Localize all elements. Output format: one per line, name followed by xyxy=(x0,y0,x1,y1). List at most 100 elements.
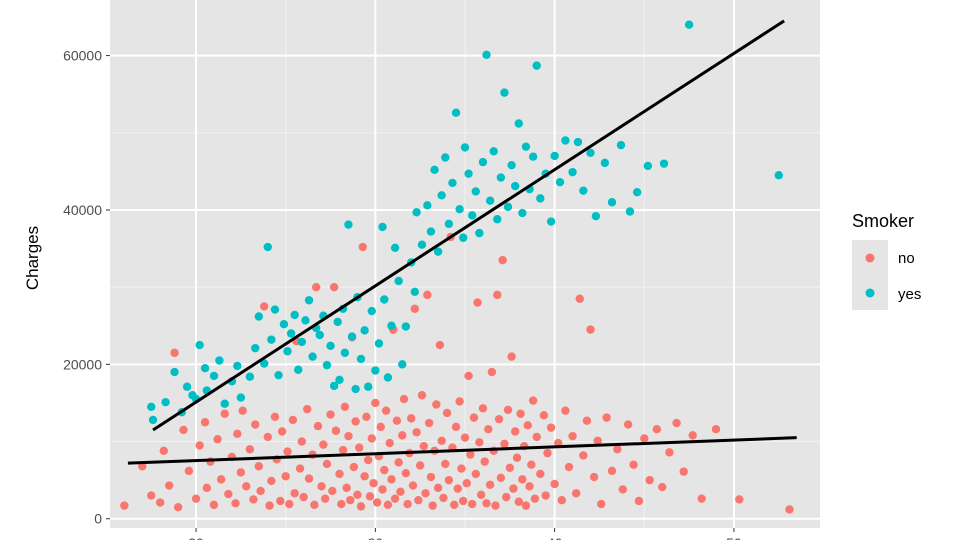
point-no xyxy=(265,501,274,510)
point-no xyxy=(444,475,454,485)
point-no xyxy=(613,445,622,454)
point-yes xyxy=(478,157,488,167)
point-no xyxy=(401,468,411,478)
point-no xyxy=(380,465,389,475)
point-no xyxy=(634,496,644,506)
point-no xyxy=(711,424,721,434)
point-no xyxy=(586,325,595,334)
point-no xyxy=(618,485,627,494)
point-yes xyxy=(511,181,520,191)
point-no xyxy=(338,445,348,455)
point-no xyxy=(457,464,466,473)
point-no xyxy=(645,475,654,485)
y-tick-label: 0 xyxy=(94,511,102,527)
point-no xyxy=(459,496,468,506)
point-no xyxy=(462,479,471,488)
point-no xyxy=(652,424,662,434)
legend-label-no: no xyxy=(898,250,915,267)
point-no xyxy=(629,460,638,469)
point-no xyxy=(147,491,156,500)
point-no xyxy=(539,411,549,420)
point-yes xyxy=(460,143,470,152)
point-no xyxy=(394,458,403,467)
point-yes xyxy=(335,375,344,384)
point-no xyxy=(417,391,427,400)
point-yes xyxy=(423,201,432,210)
point-yes xyxy=(410,287,419,296)
point-no xyxy=(502,492,511,502)
point-no xyxy=(432,400,441,409)
point-no xyxy=(503,405,513,415)
point-no xyxy=(478,404,488,413)
point-yes xyxy=(441,153,450,162)
legend-dot-no xyxy=(865,253,875,263)
point-no xyxy=(597,499,606,509)
point-yes xyxy=(417,240,427,249)
point-no xyxy=(450,500,459,510)
point-no xyxy=(320,494,330,503)
point-yes xyxy=(209,371,219,381)
point-no xyxy=(602,413,611,422)
legend-dot-yes xyxy=(865,288,875,298)
point-no xyxy=(356,502,366,511)
point-no xyxy=(688,431,697,440)
point-no xyxy=(475,438,484,447)
point-yes xyxy=(220,399,229,408)
point-yes xyxy=(467,211,477,220)
y-tick-label: 20000 xyxy=(63,356,102,372)
point-no xyxy=(735,495,744,504)
point-no xyxy=(344,431,353,441)
point-no xyxy=(220,409,229,418)
point-no xyxy=(437,436,446,445)
point-no xyxy=(378,485,387,494)
point-yes xyxy=(398,360,407,369)
y-tick-label: 60000 xyxy=(63,48,102,64)
point-yes xyxy=(493,215,502,224)
point-yes xyxy=(304,296,314,305)
point-yes xyxy=(550,151,559,161)
point-no xyxy=(358,242,368,252)
point-yes xyxy=(500,88,509,97)
point-no xyxy=(290,489,299,498)
point-yes xyxy=(625,207,635,216)
point-no xyxy=(473,298,482,307)
point-no xyxy=(242,482,251,491)
point-yes xyxy=(561,136,570,145)
point-yes xyxy=(245,372,255,381)
point-no xyxy=(476,490,486,500)
point-yes xyxy=(390,243,400,252)
point-no xyxy=(263,432,272,442)
point-yes xyxy=(182,382,192,391)
point-yes xyxy=(367,306,376,316)
legend: Smoker no yes xyxy=(852,211,921,310)
point-yes xyxy=(448,178,457,188)
point-no xyxy=(310,500,319,510)
point-no xyxy=(317,482,326,491)
point-yes xyxy=(383,373,393,382)
point-yes xyxy=(263,242,272,252)
point-no xyxy=(491,501,500,510)
fit-line-no xyxy=(127,436,797,465)
point-no xyxy=(288,415,298,425)
point-yes xyxy=(514,119,523,128)
point-no xyxy=(419,441,428,451)
point-no xyxy=(512,453,522,462)
point-no xyxy=(575,294,584,303)
point-yes xyxy=(215,356,224,365)
point-no xyxy=(295,464,305,473)
point-no xyxy=(589,472,599,482)
point-no xyxy=(498,255,507,265)
point-no xyxy=(464,371,473,381)
point-no xyxy=(319,440,328,449)
point-no xyxy=(532,432,541,442)
point-no xyxy=(665,448,674,457)
point-no xyxy=(511,427,520,436)
point-no xyxy=(329,282,339,292)
point-no xyxy=(697,494,706,503)
point-no xyxy=(527,460,536,469)
point-no xyxy=(256,486,265,496)
point-no xyxy=(441,459,450,469)
point-no xyxy=(530,494,540,503)
point-no xyxy=(342,483,351,493)
point-no xyxy=(482,499,491,508)
